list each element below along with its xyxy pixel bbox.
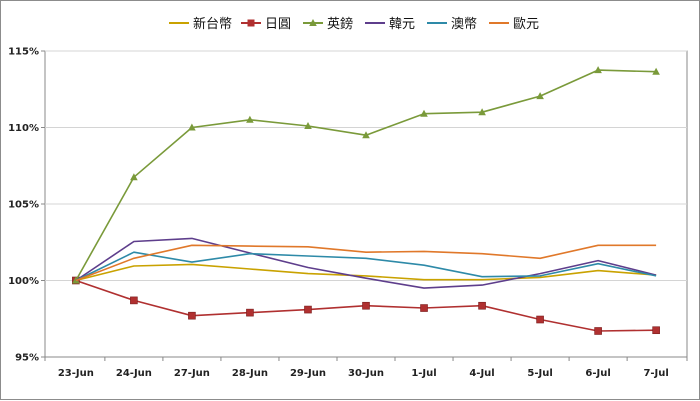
series-1-point-5 (362, 301, 370, 310)
legend-label-5: 歐元 (513, 17, 539, 32)
x-tick-label-1-Jul: 1-Jul (411, 368, 436, 379)
x-tick-label-27-Jun: 27-Jun (174, 368, 210, 379)
y-tick-label-95: 95% (15, 353, 39, 364)
x-tick-label-24-Jun: 24-Jun (116, 368, 152, 379)
x-tick-label-29-Jun: 29-Jun (290, 368, 326, 379)
y-tick-label-105: 105% (8, 200, 39, 211)
legend-label-1: 日圓 (265, 17, 291, 32)
series-2-point-3 (246, 115, 254, 123)
y-tick-label-115: 115% (8, 47, 39, 58)
x-tick-label-7-Jul: 7-Jul (643, 368, 668, 379)
series-2-point-10 (652, 67, 660, 75)
x-tick-label-30-Jun: 30-Jun (348, 368, 384, 379)
legend-label-3: 韓元 (389, 17, 415, 32)
y-tick-label-100: 100% (8, 276, 39, 287)
series-1-point-10 (652, 326, 660, 335)
x-tick-label-5-Jul: 5-Jul (527, 368, 552, 379)
series-line-5 (75, 244, 657, 282)
legend-label-4: 澳幣 (451, 16, 477, 32)
series-1-point-7 (478, 301, 486, 310)
series-1-point-9 (594, 327, 602, 335)
series-2-point-1 (130, 173, 138, 181)
series-1-point-4 (304, 305, 312, 314)
series-2-point-4 (304, 122, 312, 129)
y-tick-label-110: 110% (8, 123, 39, 134)
x-tick-label-4-Jul: 4-Jul (469, 368, 494, 379)
series-1-point-2 (188, 311, 196, 320)
legend-label-0: 新台幣 (193, 16, 232, 32)
series-2-point-2 (188, 123, 196, 131)
series-2-point-7 (478, 108, 486, 116)
series-1-point-1 (130, 296, 138, 305)
series-1-point-6 (420, 304, 428, 312)
legend-label-2: 英鎊 (327, 16, 353, 32)
series-1-point-3 (246, 308, 254, 317)
series-2-point-8 (536, 92, 544, 100)
series-2-point-9 (594, 66, 602, 74)
legend-marker-1 (247, 19, 255, 27)
legend-marker-2 (309, 19, 317, 26)
x-tick-label-23-Jun: 23-Jun (58, 368, 94, 379)
series-line-4 (75, 251, 657, 282)
series-1-point-8 (536, 315, 544, 324)
x-tick-label-28-Jun: 28-Jun (232, 368, 268, 379)
series-2-point-5 (362, 131, 370, 139)
series-line-3 (75, 237, 657, 289)
series-line-0 (75, 263, 657, 282)
x-tick-label-6-Jul: 6-Jul (585, 368, 610, 379)
series-2-point-6 (420, 109, 428, 117)
